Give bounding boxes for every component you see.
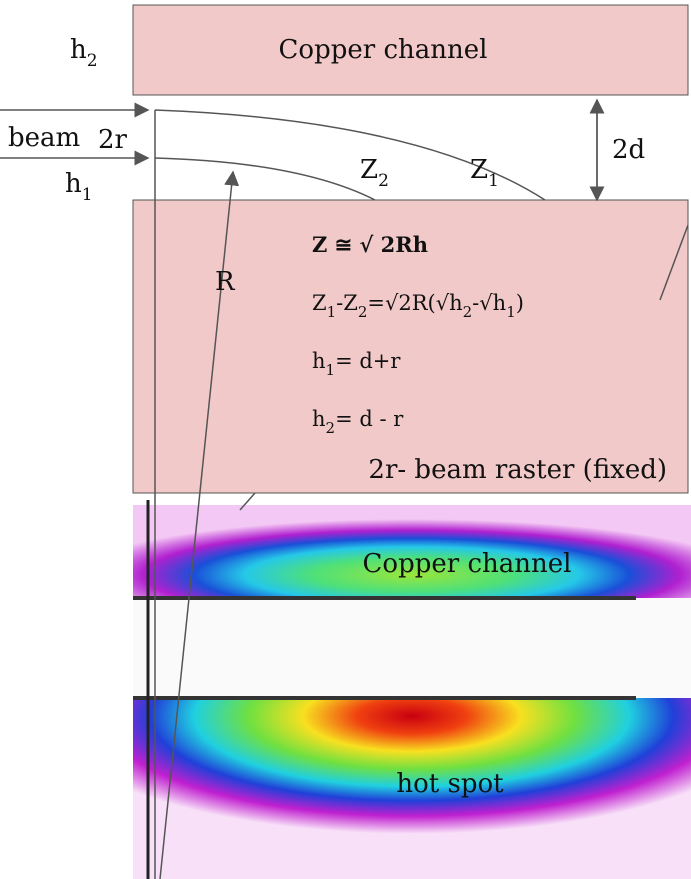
label-2r: 2r xyxy=(98,125,128,155)
label-z2: Z2 xyxy=(360,155,389,191)
label-z1: Z1 xyxy=(470,155,499,191)
label-r: R xyxy=(215,267,236,297)
subscript: 1 xyxy=(327,303,337,321)
diagram: h2 Copper channel beam 2r h1 R Z2 Z1 2d … xyxy=(0,0,691,879)
formula-text: ) xyxy=(516,291,524,315)
formula-text: = d+r xyxy=(335,349,401,373)
formula-text: Z ≅ √ 2Rh xyxy=(312,232,428,257)
label-h1: h1 xyxy=(65,169,93,205)
image-channel-label: Copper channel xyxy=(363,549,572,579)
formula-text: = d - r xyxy=(335,407,404,431)
formula-text: h xyxy=(312,349,326,373)
hot-spot-label: hot spot xyxy=(396,769,504,799)
subscript: 1 xyxy=(506,303,516,321)
label-h2: h2 xyxy=(70,35,98,71)
formula-text: =√2R(√h xyxy=(367,291,462,315)
top-block-label: Copper channel xyxy=(279,35,488,65)
formula-text: h xyxy=(312,407,326,431)
subscript: 1 xyxy=(326,361,336,379)
label-beam: beam xyxy=(8,123,80,153)
raster-note: 2r- beam raster (fixed) xyxy=(368,455,667,485)
label-2d: 2d xyxy=(612,135,645,165)
formula-text: -√h xyxy=(472,291,506,315)
subscript: 2 xyxy=(358,303,368,321)
formula-text: -Z xyxy=(336,291,358,315)
subscript: 2 xyxy=(463,303,473,321)
subscript: 2 xyxy=(326,419,336,437)
formula: Z ≅ √ 2Rh xyxy=(312,232,428,257)
formula-text: Z xyxy=(312,291,327,315)
